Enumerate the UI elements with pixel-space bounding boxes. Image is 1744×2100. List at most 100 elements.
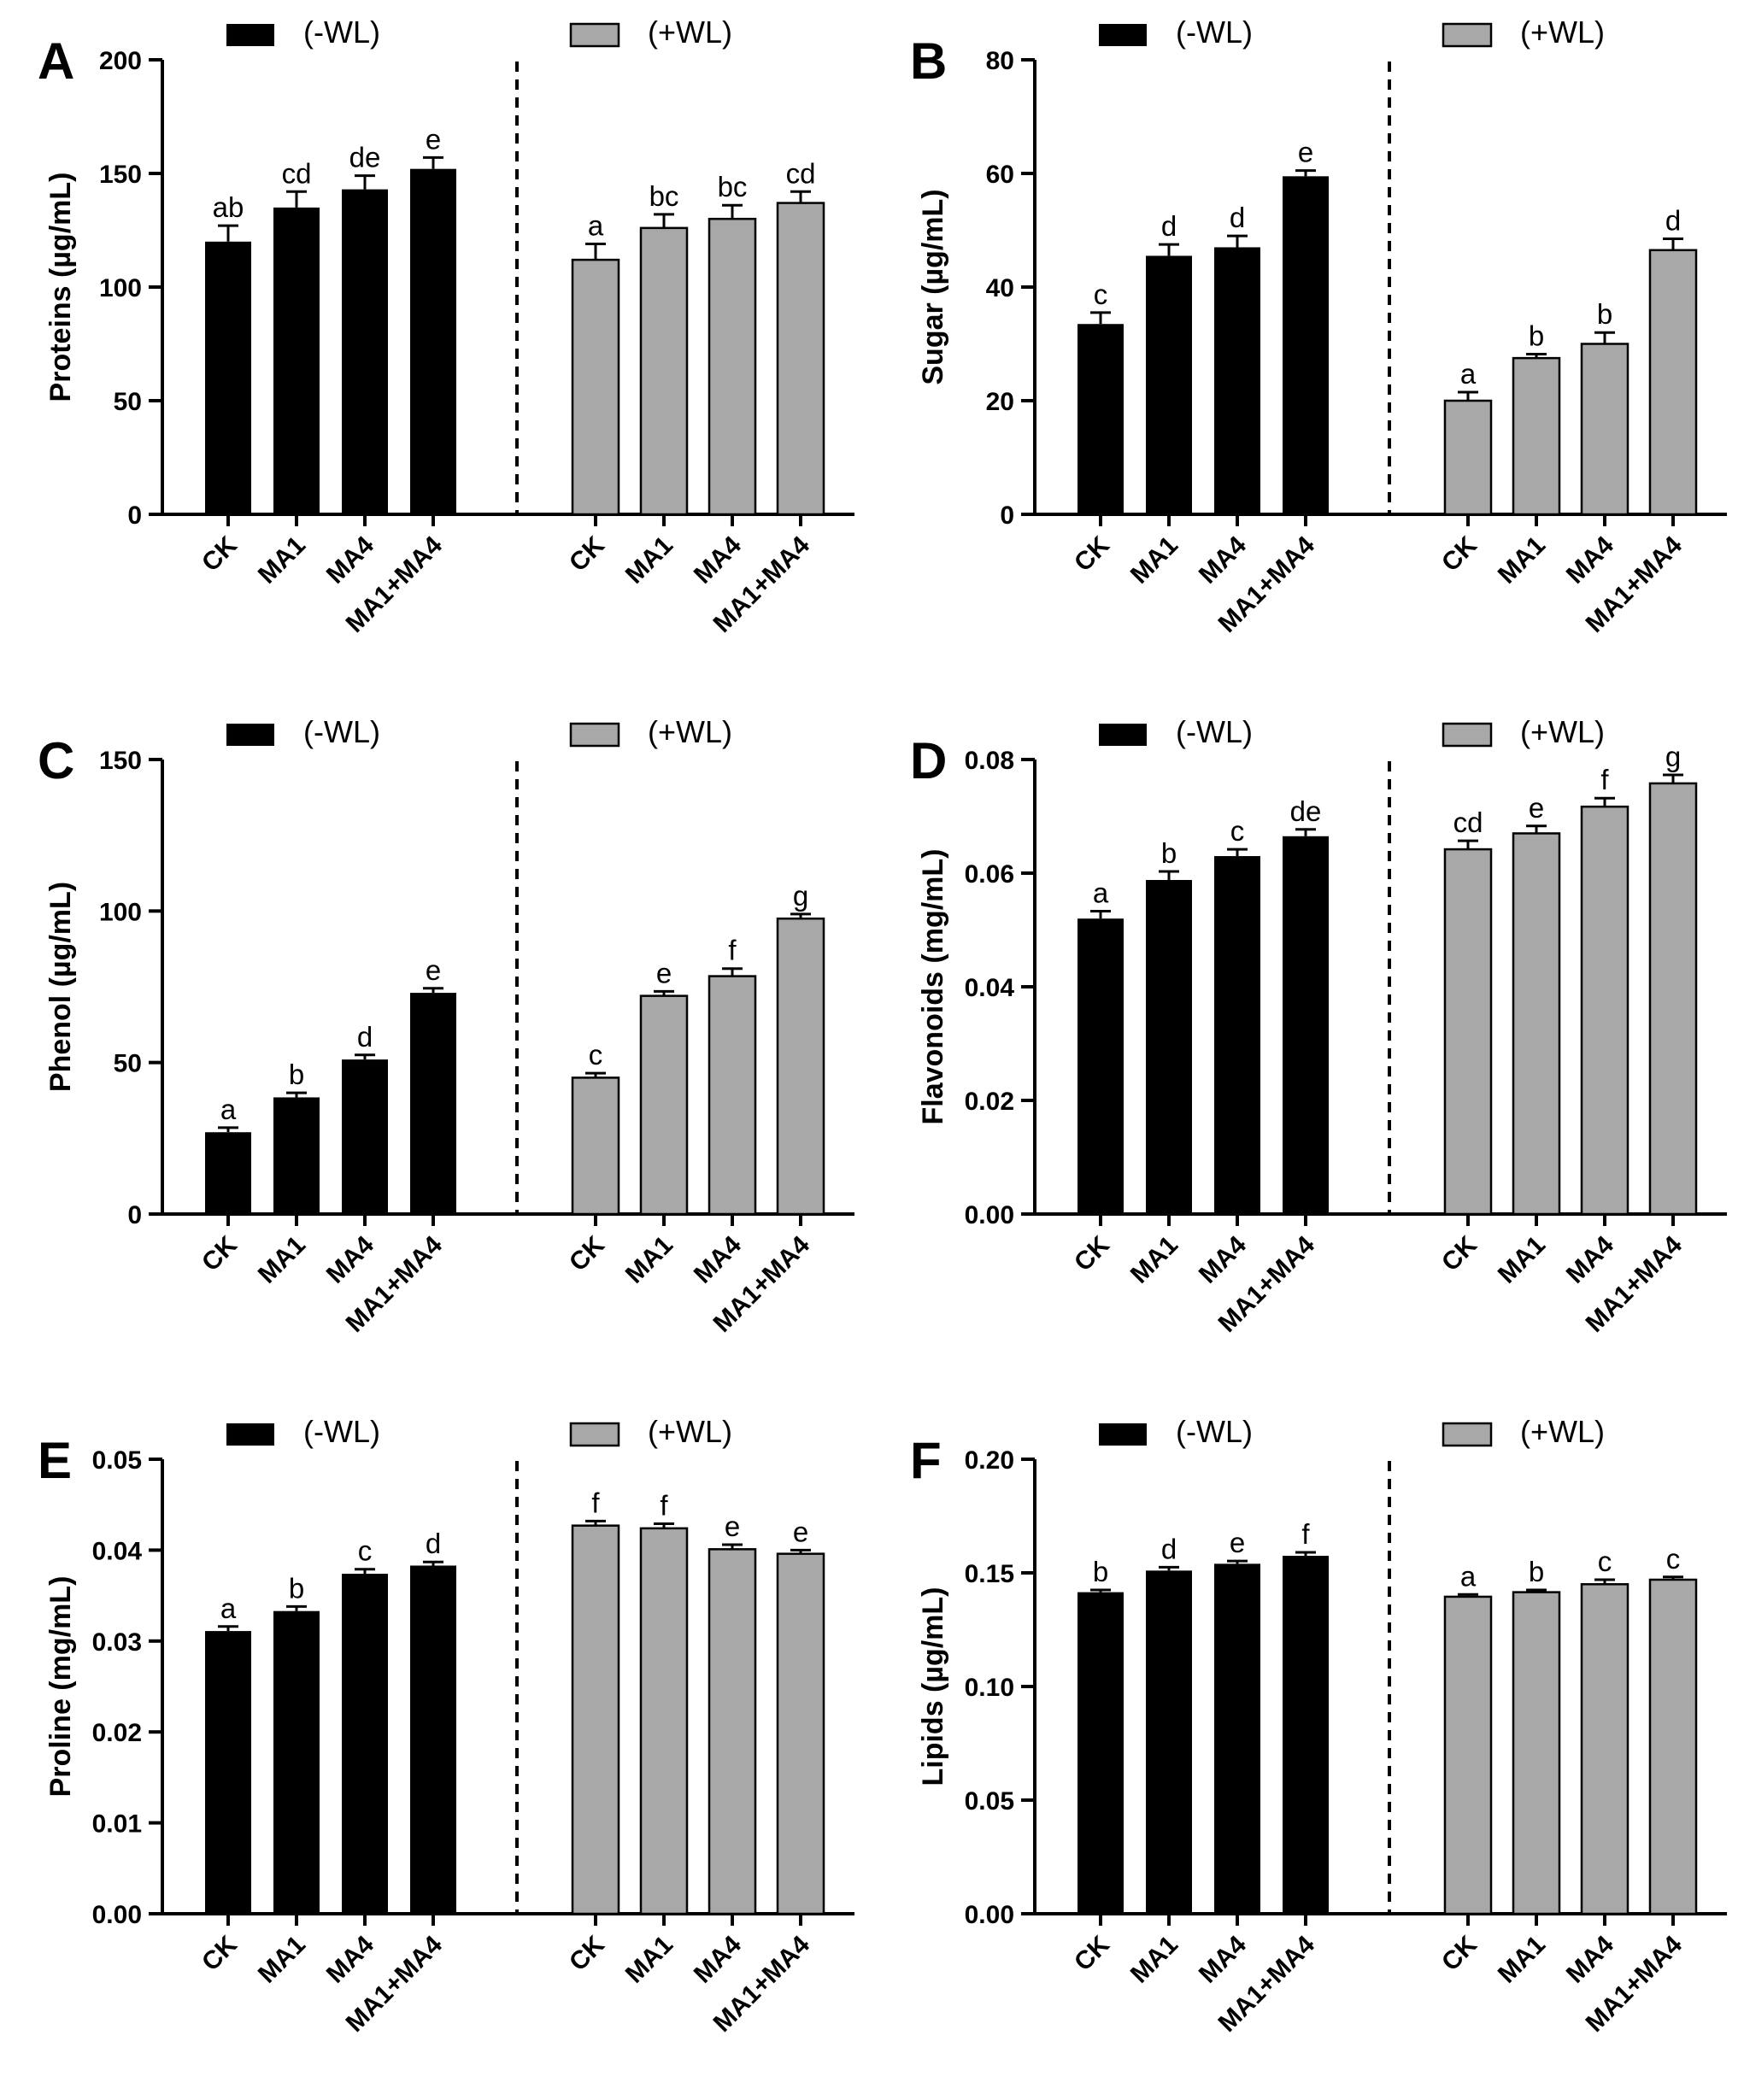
significance-label-minus-wl-ck: b <box>1093 1556 1108 1587</box>
significance-label-minus-wl-ma1: b <box>289 1059 304 1090</box>
legend-plus-wl-swatch <box>1442 722 1493 748</box>
bar-plus-wl-ma4 <box>1580 1583 1629 1915</box>
bar-minus-wl-ma1 <box>1146 255 1192 514</box>
y-tick-label: 100 <box>99 898 142 926</box>
significance-label-minus-wl-ma4: e <box>1230 1527 1245 1558</box>
category-label-minus-wl-ma4: MA4 <box>321 531 379 589</box>
category-label-minus-wl-ck: CK <box>1069 1230 1115 1276</box>
bar-plus-wl-ma4 <box>1580 805 1629 1216</box>
significance-label-plus-wl-ck: a <box>1460 358 1477 390</box>
significance-label-plus-wl-ma1: b <box>1529 1556 1544 1587</box>
y-tick-label: 60 <box>986 161 1014 189</box>
y-tick-label: 150 <box>99 747 142 775</box>
bar-minus-wl-ma1 <box>273 1610 320 1914</box>
panel-letter-f: F <box>910 1432 942 1489</box>
legend-minus-wl-swatch <box>226 1423 274 1446</box>
category-label-minus-wl-ma1: MA1 <box>253 531 311 590</box>
panel-c: C Phenol (µg/mL) 0 50 100 150 (-WL) (+WL) a CK b MA… <box>0 700 872 1399</box>
y-axis-title: Phenol (µg/mL) <box>44 882 77 1092</box>
panel-letter-b: B <box>910 32 947 90</box>
legend-plus-wl-swatch <box>1442 22 1493 48</box>
significance-label-minus-wl-ma1-ma4: d <box>426 1528 441 1559</box>
y-tick-label: 80 <box>986 47 1014 75</box>
legend-minus-wl-swatch <box>1099 724 1147 746</box>
legend-minus-wl-swatch <box>226 724 274 746</box>
bar-minus-wl-ma1-ma4 <box>410 168 456 514</box>
panel-f: F Lipids (µg/mL) 0.00 0.05 0.10 0.15 0.20 (-WL)… <box>872 1399 1744 2099</box>
y-tick-label: 0.05 <box>92 1446 142 1475</box>
bar-minus-wl-ck <box>1078 918 1124 1214</box>
category-label-plus-wl-ck: CK <box>1436 1930 1483 1976</box>
bar-plus-wl-ck <box>1443 848 1493 1216</box>
significance-label-plus-wl-ma1-ma4: e <box>793 1516 808 1547</box>
legend-minus-wl-label: (-WL) <box>303 714 380 749</box>
significance-label-minus-wl-ma1: b <box>289 1572 304 1604</box>
category-label-plus-wl-ma1: MA1 <box>1493 1231 1551 1289</box>
category-label-plus-wl-ma4: MA4 <box>689 1930 747 1988</box>
significance-label-plus-wl-ma1: e <box>656 957 672 988</box>
y-axis-title: Sugar (µg/mL) <box>917 189 949 384</box>
legend-minus-wl-swatch <box>1099 24 1147 46</box>
bar-plus-wl-ma1-ma4 <box>1648 782 1698 1216</box>
panel-d: D Flavonoids (mg/mL) 0.00 0.02 0.04 0.06 0.08 (… <box>872 700 1744 1399</box>
significance-label-plus-wl-ma4: e <box>725 1510 740 1542</box>
legend-plus-wl-label: (+WL) <box>1520 714 1605 749</box>
y-tick-label: 0.00 <box>965 1901 1014 1929</box>
bar-minus-wl-ck <box>205 241 251 514</box>
bar-minus-wl-ma1 <box>273 207 320 514</box>
bar-plus-wl-ck <box>571 1524 620 1915</box>
significance-label-minus-wl-ma1-ma4: e <box>426 123 441 155</box>
legend-plus-wl-label: (+WL) <box>648 714 732 749</box>
y-tick-label: 0.04 <box>92 1537 143 1565</box>
significance-label-minus-wl-ma4: c <box>358 1535 373 1567</box>
legend-plus-wl-label: (+WL) <box>648 1414 732 1449</box>
category-label-minus-wl-ck: CK <box>197 531 243 577</box>
chart-svg: F Lipids (µg/mL) 0.00 0.05 0.10 0.15 0.20 (-WL)… <box>910 1414 1727 2038</box>
significance-label-plus-wl-ck: a <box>588 209 604 241</box>
legend-minus-wl-label: (-WL) <box>303 15 380 50</box>
significance-label-minus-wl-ma1-ma4: f <box>1301 1518 1310 1550</box>
legend-minus-wl-label: (-WL) <box>1176 1414 1253 1449</box>
category-label-minus-wl-ck: CK <box>1069 531 1115 577</box>
category-label-plus-wl-ck: CK <box>1436 531 1483 577</box>
category-label-plus-wl-ma1: MA1 <box>1493 531 1551 590</box>
y-tick-label: 0 <box>127 1201 142 1229</box>
bar-minus-wl-ck <box>1078 1592 1124 1914</box>
y-tick-label: 0.00 <box>92 1901 142 1929</box>
legend-plus-wl-swatch <box>569 1422 620 1447</box>
significance-label-plus-wl-ma1: b <box>1529 320 1544 351</box>
significance-label-minus-wl-ma1: b <box>1161 837 1177 869</box>
bar-minus-wl-ma4 <box>342 1059 388 1214</box>
bar-plus-wl-ck <box>1443 399 1493 516</box>
significance-label-minus-wl-ck: c <box>1094 279 1108 310</box>
significance-label-plus-wl-ck: cd <box>1453 807 1483 838</box>
significance-label-plus-wl-ma1-ma4: d <box>1665 204 1681 236</box>
significance-label-plus-wl-ma1-ma4: cd <box>786 157 816 189</box>
category-label-minus-wl-ck: CK <box>1069 1930 1115 1976</box>
legend-minus-wl-label: (-WL) <box>1176 15 1253 50</box>
category-label-plus-wl-ck: CK <box>564 531 610 577</box>
bar-minus-wl-ma1-ma4 <box>410 1565 456 1914</box>
y-tick-label: 0.02 <box>92 1719 142 1747</box>
category-label-minus-wl-ma1: MA1 <box>253 1231 311 1289</box>
bar-minus-wl-ma4 <box>1214 247 1260 514</box>
bar-minus-wl-ck <box>1078 324 1124 514</box>
category-label-minus-wl-ck: CK <box>197 1930 243 1976</box>
bar-minus-wl-ma4 <box>342 189 388 514</box>
category-label-plus-wl-ma1: MA1 <box>620 1231 678 1289</box>
significance-label-plus-wl-ck: a <box>1460 1560 1477 1592</box>
bar-plus-wl-ma1-ma4 <box>1648 249 1698 516</box>
category-label-plus-wl-ma1: MA1 <box>620 531 678 590</box>
significance-label-plus-wl-ck: f <box>591 1487 600 1518</box>
chart-svg: B Sugar (µg/mL) 0 20 40 60 80 (-WL) (+WL) c CK d MA1… <box>910 15 1727 638</box>
legend-plus-wl-swatch <box>1442 1422 1493 1447</box>
bar-plus-wl-ma1 <box>639 1527 689 1915</box>
category-label-plus-wl-ck: CK <box>564 1930 610 1976</box>
y-tick-label: 0.06 <box>965 860 1014 889</box>
legend-minus-wl-swatch <box>1099 1423 1147 1446</box>
significance-label-minus-wl-ma4: de <box>349 142 381 173</box>
significance-label-minus-wl-ck: a <box>220 1094 237 1125</box>
category-label-minus-wl-ma4: MA4 <box>1194 1930 1252 1988</box>
category-label-plus-wl-ma1: MA1 <box>1493 1931 1551 1989</box>
